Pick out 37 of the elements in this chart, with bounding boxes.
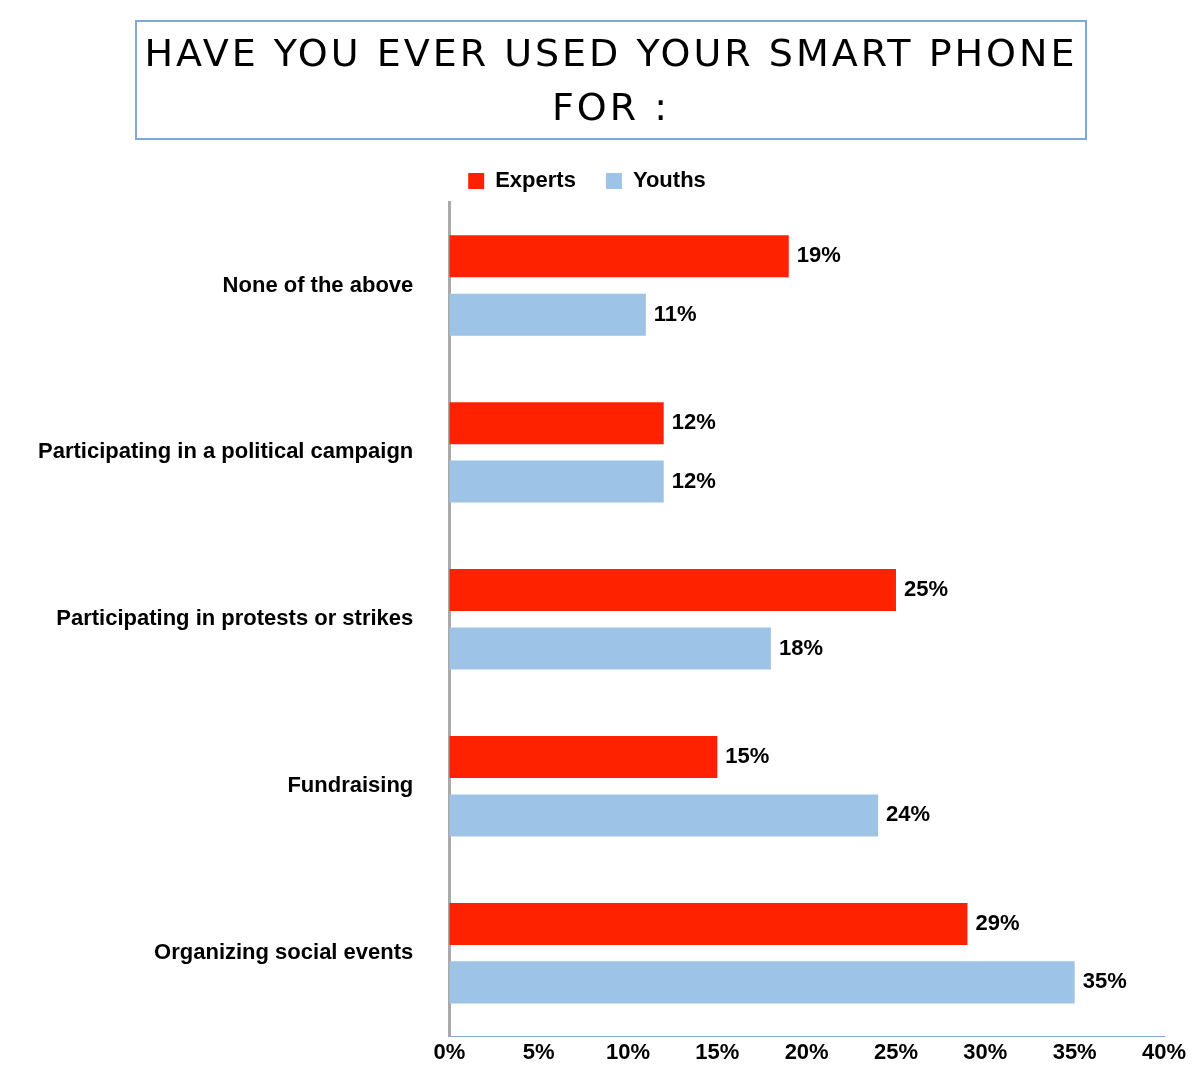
- x-tick-label: 15%: [695, 1038, 740, 1064]
- bar: [449, 402, 664, 445]
- data-label: 24%: [886, 801, 931, 827]
- x-tick-label: 30%: [963, 1038, 1008, 1064]
- data-label: 25%: [903, 576, 949, 602]
- bar: [449, 627, 771, 670]
- x-tick-label: 5%: [522, 1038, 555, 1064]
- x-tick-label: 10%: [605, 1038, 650, 1064]
- data-label: 19%: [796, 242, 841, 268]
- x-tick-label: 35%: [1052, 1038, 1097, 1064]
- y-tick-label: Organizing social events: [154, 939, 414, 965]
- data-label: 15%: [725, 743, 770, 769]
- chart-title: HAVE YOU EVER USED YOUR SMART PHONE FOR :: [135, 20, 1087, 140]
- x-tick-label: 0%: [433, 1038, 466, 1064]
- data-label: 11%: [653, 300, 697, 326]
- data-label: 12%: [671, 467, 716, 493]
- legend-label: Youths: [632, 167, 706, 193]
- data-label: 29%: [975, 909, 1020, 935]
- data-label: 12%: [671, 409, 716, 435]
- data-label: 18%: [778, 634, 823, 660]
- bar: [449, 235, 789, 278]
- bar: [449, 569, 896, 612]
- bar: [449, 902, 968, 945]
- data-label: 35%: [1082, 968, 1127, 994]
- x-tick-label: 25%: [873, 1038, 919, 1064]
- x-tick-label: 40%: [1141, 1038, 1187, 1064]
- bar: [449, 961, 1075, 1004]
- bar: [449, 735, 718, 779]
- x-tick-label: 20%: [784, 1038, 829, 1064]
- bar: [449, 460, 664, 503]
- y-tick-label: Participating in protests or strikes: [56, 605, 414, 631]
- legend-label: Experts: [495, 167, 576, 193]
- bar: [449, 293, 646, 336]
- y-tick-label: None of the above: [222, 271, 414, 297]
- bar: [449, 794, 879, 837]
- y-tick-label: Fundraising: [287, 772, 414, 798]
- y-tick-label: Participating in a political campaign: [37, 438, 414, 464]
